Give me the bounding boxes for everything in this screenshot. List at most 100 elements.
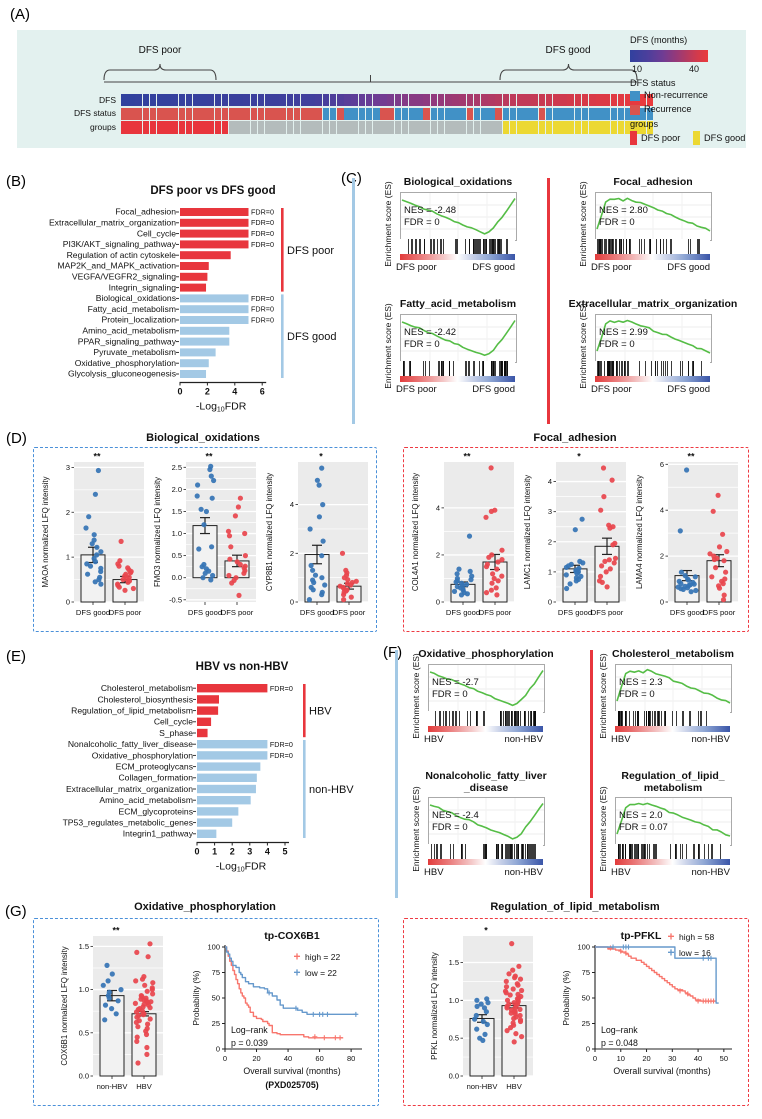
legend-dfs-min: 10 [632,64,643,74]
groups-cell [121,121,128,134]
dfs-cell [625,94,632,107]
groups-cell [387,121,394,134]
gsea-title: Biological_oxidations [403,176,513,188]
barcode-tick [507,711,509,726]
barcode-tick [621,844,624,859]
data-dot [495,578,501,584]
label: high = 22 [305,952,340,962]
data-dot [95,467,101,474]
barcode-tick [624,361,626,376]
data-dot [483,564,490,570]
panel-c-label: (C) [341,170,362,187]
data-dot [116,584,122,590]
groups-cell [589,121,596,134]
barcode-tick [501,844,503,859]
data-dot [511,1039,517,1045]
barcode-tick [686,844,688,859]
barcode-tick [619,361,621,376]
barcode-tick [649,239,651,254]
groups-cell [581,121,589,134]
label: DFS poor [287,245,334,257]
barcode-tick [650,361,652,376]
gsea-left-label: DFS poor [396,262,437,273]
groups-cell [524,121,531,134]
label: 4 [548,477,552,486]
barcode-tick [428,361,430,376]
dfs-cell [329,94,337,107]
data-dot [236,592,242,598]
data-dot [499,547,505,553]
barcode-tick [442,711,444,726]
data-dot [133,1019,139,1025]
status-cell [473,107,481,120]
label: Log–rank [231,1025,268,1035]
gsea-curve-box [615,664,732,713]
gsea-gradient [428,859,543,865]
label: DFS good [300,608,334,617]
groups-cell [610,121,618,134]
label: 75 [212,968,220,977]
censor-mark [610,944,616,950]
barcode-tick [653,844,655,859]
barcode-tick [529,711,531,726]
dfs-cell [517,94,524,107]
label: 2 [660,552,664,561]
data-dot [485,1000,491,1006]
panel-g-box-left: 0.0 0.5 1.0 1.5 COX6B1 normalized LFQ intens… [33,918,379,1106]
data-dot [145,954,151,960]
groups-cell [142,121,150,134]
barcode-tick [534,711,537,726]
barcode-tick [506,844,508,859]
groups-cell [149,121,157,134]
data-dot [693,587,699,594]
gsea-plot: Fatty_acid_metabolism Enrichment score (E… [380,298,540,418]
status-cell [185,107,193,120]
data-dot [98,549,104,555]
gsea-title-line2: metabolism [643,782,703,794]
barcode-tick [533,844,535,859]
label: 0 [290,598,294,607]
data-dot [237,495,243,501]
data-dot [579,516,585,522]
data-dot [314,477,320,483]
status-cell [229,107,236,120]
dfs-cell [373,94,380,107]
barcode-tick [643,711,646,726]
barcode-tick [424,361,426,376]
data-dot [200,575,206,581]
gsea-barcode [615,711,730,726]
barcode-tick [611,361,613,376]
data-dot [211,477,217,484]
barcode-tick [680,361,682,376]
barcode-tick [642,844,645,859]
data-dot [494,566,500,572]
group-line [303,740,306,838]
label: 4 [265,847,270,857]
barcode-tick [491,361,493,376]
groups-cell [430,121,438,134]
barcode-tick [509,844,511,859]
dfs-cell [495,94,502,107]
groups-cell [373,121,380,134]
status-cell [488,107,495,120]
barcode-tick [419,239,421,254]
label: PI3K/AKT_signaling_pathway [63,239,177,249]
data-dot [710,508,716,514]
status-cell [560,107,567,120]
label: p = 0.048 [601,1038,638,1048]
status-cell [639,107,646,120]
barcode-tick [448,361,451,376]
label: DFS good [287,331,337,343]
dfs-cell [351,94,358,107]
data-dot [208,473,214,479]
barcode-tick [679,844,681,859]
label: PFKL normalized LFQ intensity [430,952,439,1060]
panel-g-title-left: Oxidative_phosphorylation [134,901,276,913]
bar [180,294,249,303]
data-dot [94,552,100,558]
label: 0.5 [449,1034,459,1043]
data-dot [494,592,500,598]
label: Oxidative_phosphorylation [92,750,193,760]
censor-mark [685,991,691,997]
barcode-tick [410,361,412,376]
